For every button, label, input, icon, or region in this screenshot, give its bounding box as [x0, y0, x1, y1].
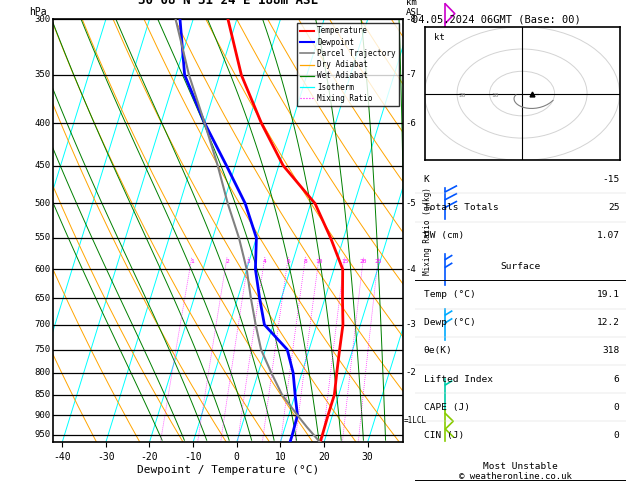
- Text: hPa: hPa: [30, 7, 47, 17]
- Text: 30°08'N 31°24'E 188m ASL: 30°08'N 31°24'E 188m ASL: [138, 0, 318, 7]
- Text: 6: 6: [286, 259, 290, 264]
- Text: 04.05.2024 06GMT (Base: 00): 04.05.2024 06GMT (Base: 00): [412, 15, 581, 25]
- Text: 0: 0: [614, 403, 620, 412]
- Text: 500: 500: [35, 199, 51, 208]
- Text: 10: 10: [491, 93, 499, 98]
- Text: 6: 6: [614, 375, 620, 383]
- Text: 2: 2: [225, 259, 229, 264]
- Legend: Temperature, Dewpoint, Parcel Trajectory, Dry Adiabat, Wet Adiabat, Isotherm, Mi: Temperature, Dewpoint, Parcel Trajectory…: [297, 23, 399, 106]
- Text: 15: 15: [341, 259, 348, 264]
- Text: -15: -15: [603, 175, 620, 184]
- Text: -4: -4: [406, 265, 416, 274]
- Text: 400: 400: [35, 119, 51, 128]
- Text: 1.07: 1.07: [596, 231, 620, 240]
- Text: 300: 300: [35, 15, 51, 24]
- Text: 650: 650: [35, 294, 51, 302]
- Text: 20: 20: [459, 93, 466, 98]
- Text: 10: 10: [315, 259, 323, 264]
- Text: -7: -7: [406, 70, 416, 80]
- Text: -8: -8: [406, 15, 416, 24]
- Text: 600: 600: [35, 265, 51, 274]
- Text: PW (cm): PW (cm): [423, 231, 464, 240]
- Text: -5: -5: [406, 199, 416, 208]
- Text: Lifted Index: Lifted Index: [423, 375, 493, 383]
- Text: 20: 20: [360, 259, 367, 264]
- Text: θe(K): θe(K): [423, 347, 452, 355]
- Text: 19.1: 19.1: [596, 290, 620, 299]
- Text: Surface: Surface: [501, 262, 540, 271]
- Text: 25: 25: [375, 259, 382, 264]
- Text: 750: 750: [35, 345, 51, 354]
- Text: Temp (°C): Temp (°C): [423, 290, 476, 299]
- Text: 350: 350: [35, 70, 51, 80]
- Text: km
ASL: km ASL: [406, 0, 422, 17]
- Text: 850: 850: [35, 390, 51, 399]
- Text: 700: 700: [35, 320, 51, 329]
- Text: © weatheronline.co.uk: © weatheronline.co.uk: [459, 472, 572, 481]
- Text: kt: kt: [435, 33, 445, 42]
- Text: 800: 800: [35, 368, 51, 377]
- Text: K: K: [423, 175, 430, 184]
- Text: 4: 4: [263, 259, 267, 264]
- Text: =1LCL: =1LCL: [404, 416, 427, 425]
- Text: 0: 0: [614, 431, 620, 440]
- Text: Totals Totals: Totals Totals: [423, 203, 498, 212]
- Text: Mixing Ratio (g/kg): Mixing Ratio (g/kg): [423, 187, 432, 275]
- Text: Most Unstable: Most Unstable: [483, 462, 558, 470]
- Text: Dewp (°C): Dewp (°C): [423, 318, 476, 327]
- Text: -3: -3: [406, 320, 416, 329]
- Text: 318: 318: [603, 347, 620, 355]
- Text: 25: 25: [608, 203, 620, 212]
- Text: -6: -6: [406, 119, 416, 128]
- Text: 900: 900: [35, 411, 51, 420]
- Text: 950: 950: [35, 430, 51, 439]
- Text: 12.2: 12.2: [596, 318, 620, 327]
- Text: CIN (J): CIN (J): [423, 431, 464, 440]
- Text: 450: 450: [35, 161, 51, 170]
- Text: 8: 8: [304, 259, 308, 264]
- Text: -2: -2: [406, 368, 416, 377]
- Text: 550: 550: [35, 233, 51, 243]
- Text: 3: 3: [247, 259, 251, 264]
- Text: CAPE (J): CAPE (J): [423, 403, 470, 412]
- Text: 1: 1: [190, 259, 194, 264]
- X-axis label: Dewpoint / Temperature (°C): Dewpoint / Temperature (°C): [137, 465, 319, 475]
